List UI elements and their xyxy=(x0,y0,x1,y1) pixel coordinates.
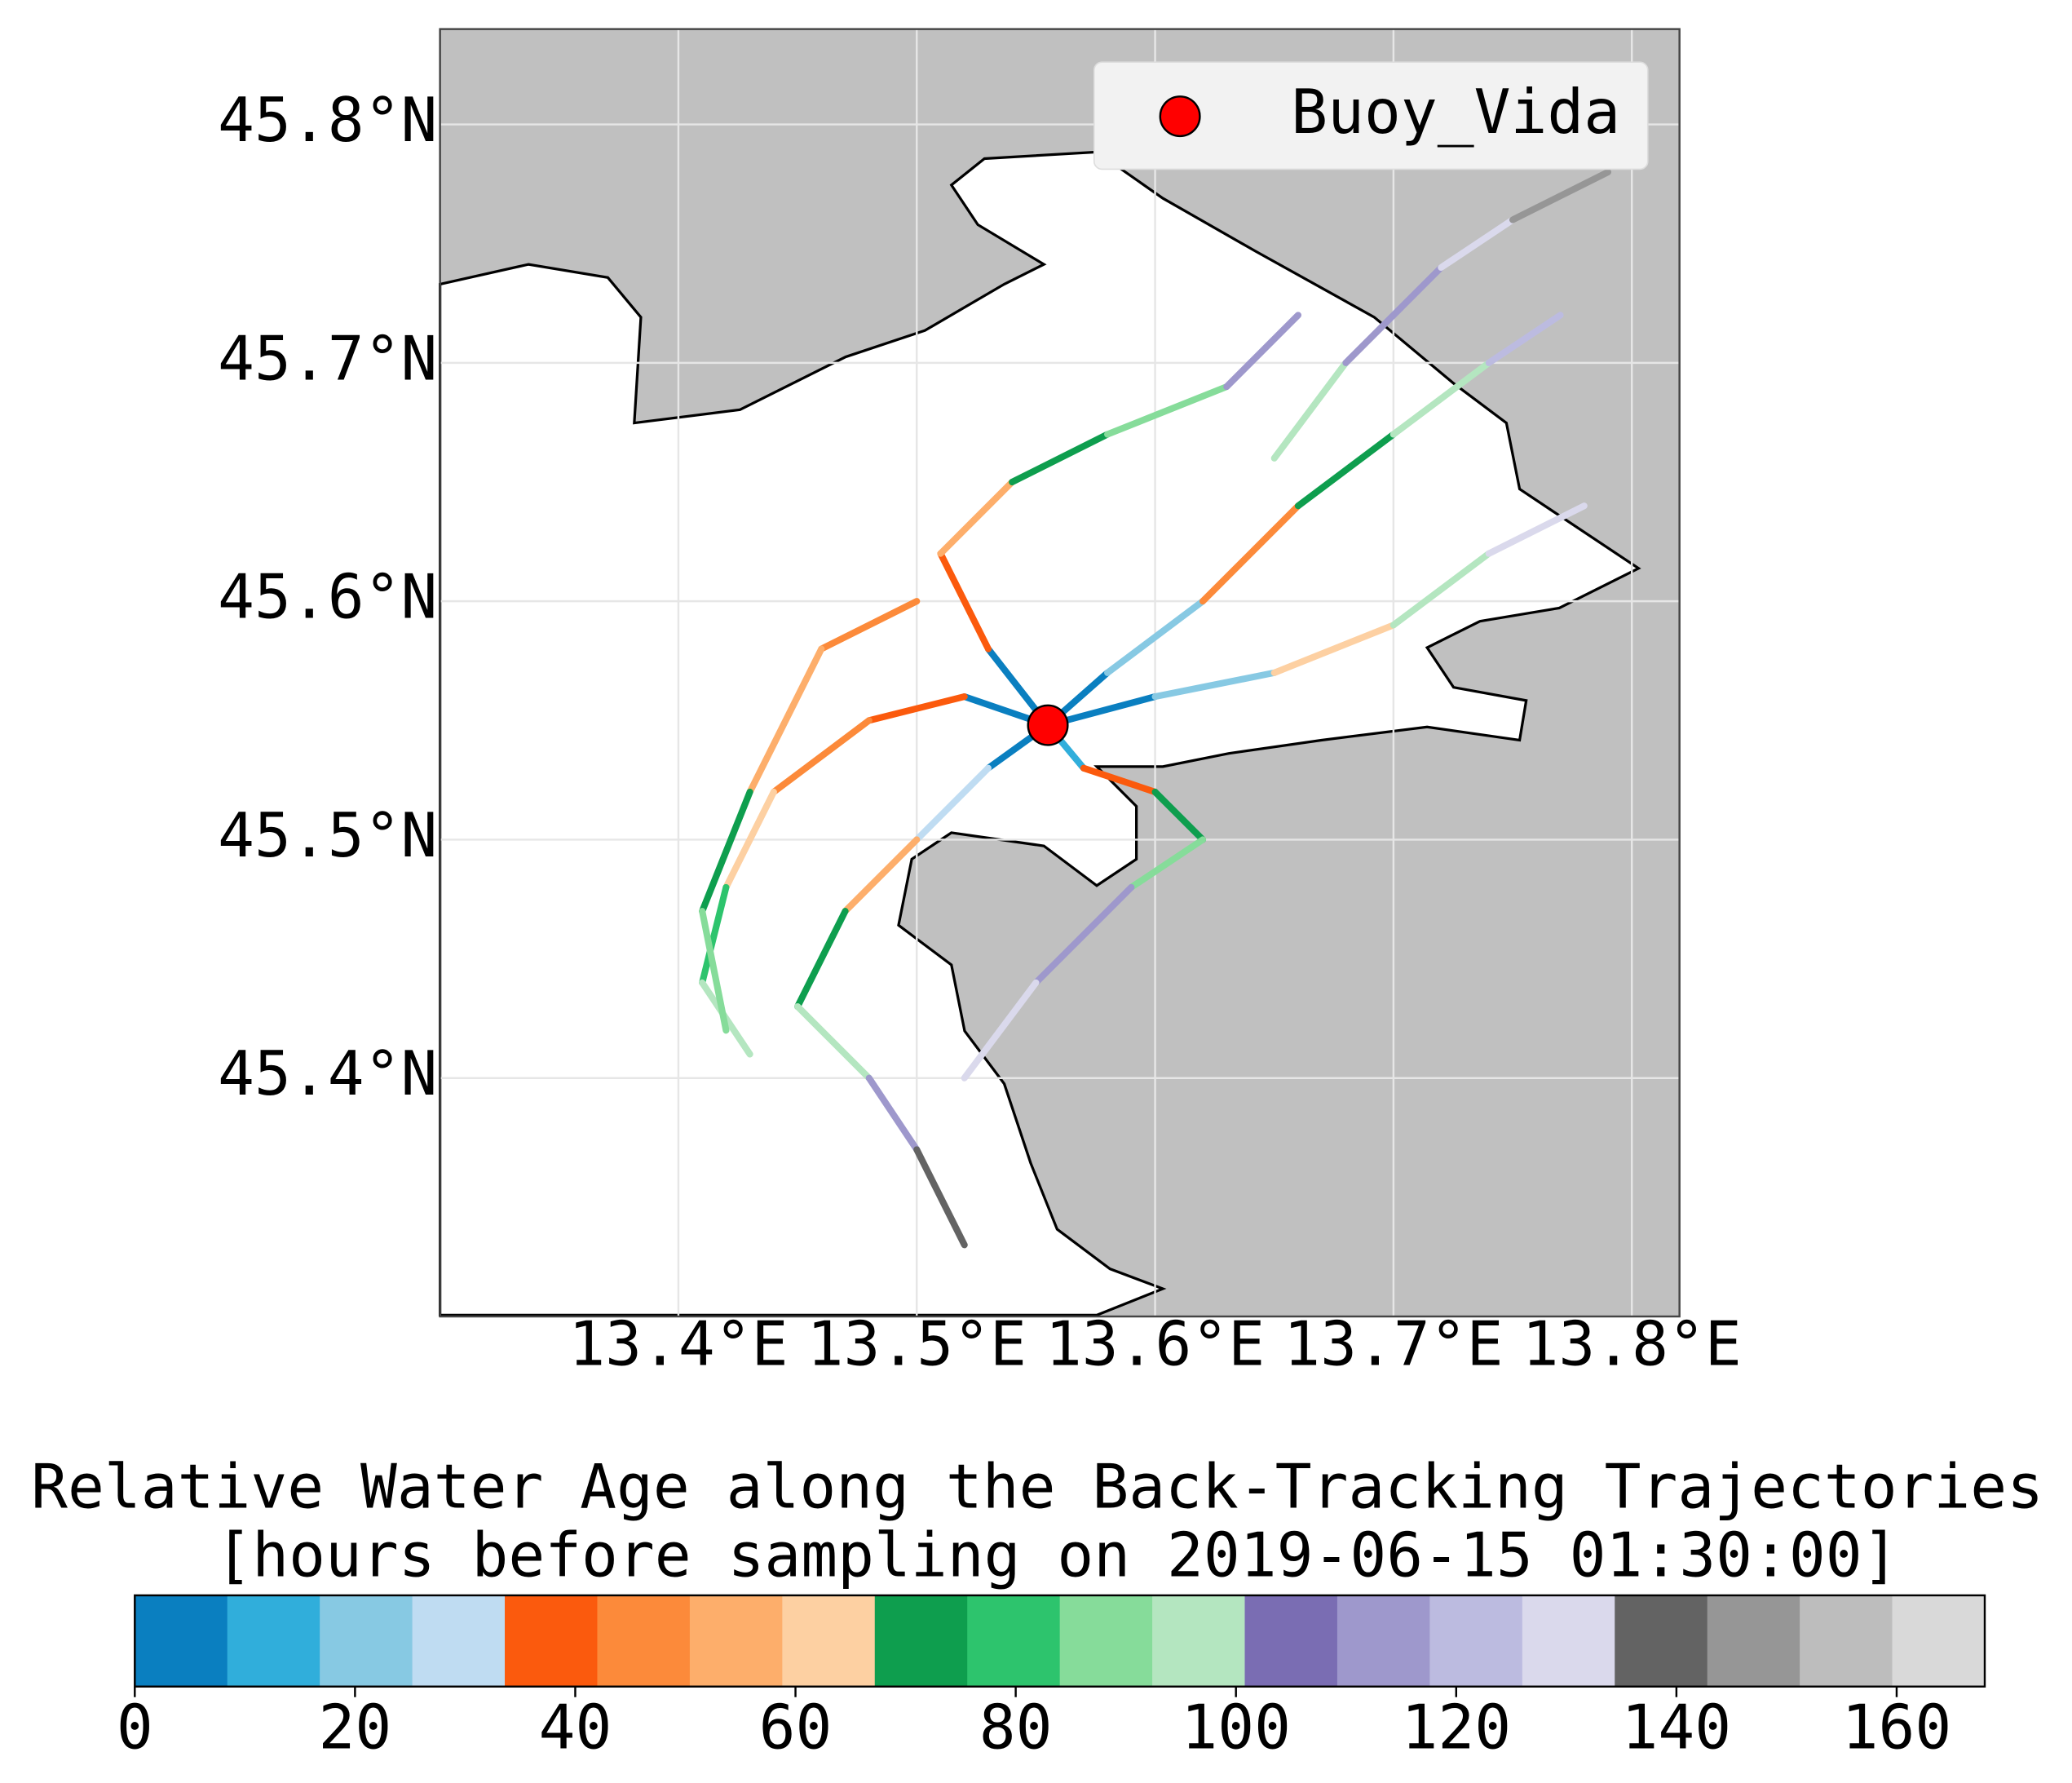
colorbar-bin xyxy=(967,1595,1061,1687)
trajectory-segment xyxy=(722,788,777,891)
plot-frame xyxy=(439,28,1681,1318)
trajectory-segment xyxy=(1509,168,1612,223)
y-tick-label: 45.6°N xyxy=(218,562,437,633)
trajectory-segment xyxy=(1104,598,1207,676)
colorbar-subtitle: [hours before sampling on 2019-06-15 01:… xyxy=(215,1520,1898,1591)
legend-box xyxy=(1093,61,1649,170)
colorbar-tick-label: 140 xyxy=(1622,1692,1732,1763)
trajectory-segment xyxy=(1485,312,1564,366)
trajectory-segment xyxy=(913,1146,968,1249)
colorbar-bin xyxy=(135,1595,228,1687)
x-tick-label: 13.6°E xyxy=(1045,1308,1265,1379)
colorbar-bin xyxy=(412,1595,506,1687)
colorbar-tick-label: 20 xyxy=(318,1692,391,1763)
trajectory-segment xyxy=(1270,622,1397,676)
plot-layer: Buoy_Vida xyxy=(440,29,1680,1317)
trajectory-segment xyxy=(1270,359,1350,462)
x-tick-label: 13.5°E xyxy=(807,1308,1027,1379)
trajectory-segment xyxy=(1342,263,1445,366)
trajectory-segment xyxy=(1128,836,1207,891)
trajectory-segment xyxy=(1151,669,1278,701)
colorbar-bin xyxy=(505,1595,599,1687)
trajectory-segment xyxy=(746,645,825,796)
colorbar-bin xyxy=(1800,1595,1893,1687)
trajectory-segment xyxy=(1104,383,1230,438)
trajectory-segment xyxy=(1199,502,1302,605)
colorbar-bin xyxy=(320,1595,413,1687)
colorbar-bin xyxy=(227,1595,320,1687)
y-tick-label: 45.4°N xyxy=(218,1038,437,1109)
y-tick-label: 45.5°N xyxy=(218,800,437,871)
colorbar-bin xyxy=(1892,1595,1986,1687)
x-tick-label: 13.7°E xyxy=(1283,1308,1503,1379)
colorbar-frame xyxy=(134,1594,1986,1688)
colorbar-bin xyxy=(1522,1595,1616,1687)
colorbar-bin xyxy=(1152,1595,1246,1687)
trajectory-segment xyxy=(794,1002,873,1082)
colorbar-bin xyxy=(689,1595,784,1687)
trajectory-segment xyxy=(913,764,992,843)
colorbar-bin xyxy=(597,1595,691,1687)
colorbar-bin xyxy=(1059,1595,1153,1687)
trajectory-segment xyxy=(1485,502,1588,557)
x-tick-label: 13.8°E xyxy=(1522,1308,1742,1379)
trajectory-segment xyxy=(1438,216,1517,271)
colorbar-tick-label: 100 xyxy=(1181,1692,1291,1763)
trajectory-segment xyxy=(770,717,873,796)
x-tick-label: 13.4°E xyxy=(568,1308,788,1379)
colorbar-title: Relative Water Age along the Back-Tracki… xyxy=(31,1451,2043,1522)
trajectory-segment xyxy=(961,979,1040,1082)
colorbar-tick-label: 60 xyxy=(759,1692,833,1763)
trajectory-segment xyxy=(842,836,921,915)
y-tick-label: 45.8°N xyxy=(218,85,437,156)
trajectory-segment xyxy=(1032,883,1135,986)
trajectory-segment xyxy=(865,693,968,724)
colorbar-bin xyxy=(1336,1595,1431,1687)
trajectory-segment xyxy=(937,550,992,653)
colorbar-tick-label: 0 xyxy=(117,1692,153,1763)
colorbar-bin xyxy=(1429,1595,1523,1687)
buoy-marker xyxy=(1027,704,1069,746)
trajectory-segment xyxy=(1009,431,1111,486)
y-tick-label: 45.7°N xyxy=(218,323,437,394)
trajectory-segment xyxy=(1389,550,1492,629)
colorbar-bin xyxy=(1707,1595,1800,1687)
trajectory-segment xyxy=(1294,431,1397,510)
trajectory-segment xyxy=(699,788,753,915)
trajectory-segment xyxy=(1389,359,1492,438)
trajectory-segment xyxy=(1080,764,1159,796)
colorbar-tick-label: 160 xyxy=(1842,1692,1952,1763)
colorbar-tick-label: 120 xyxy=(1401,1692,1511,1763)
legend-label: Buoy_Vida xyxy=(1291,77,1620,148)
colorbar-tick-label: 80 xyxy=(979,1692,1053,1763)
figure: Buoy_Vida Relative Water Age along the B… xyxy=(31,28,2043,1763)
trajectory-segment xyxy=(794,908,849,1011)
trajectory-segment xyxy=(699,883,730,986)
colorbar-bin xyxy=(782,1595,876,1687)
colorbar-bin xyxy=(874,1595,969,1687)
trajectory-segment xyxy=(818,598,921,653)
colorbar-bin xyxy=(1615,1595,1708,1687)
trajectory-segment xyxy=(1223,312,1302,391)
trajectory-segment xyxy=(699,908,730,1034)
trajectory-segment xyxy=(865,1074,921,1153)
legend-marker xyxy=(1159,95,1201,138)
colorbar-bin xyxy=(1244,1595,1338,1687)
colorbar-tick-label: 40 xyxy=(539,1692,612,1763)
trajectory-segment xyxy=(1151,788,1207,843)
trajectory-segment xyxy=(937,478,1016,557)
